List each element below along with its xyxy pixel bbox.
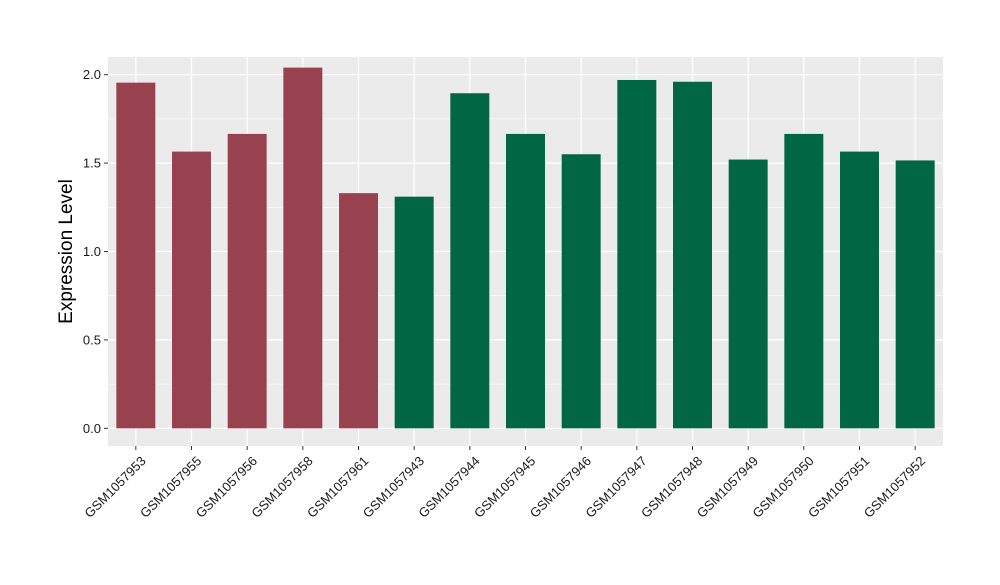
bar-GSM1057950 xyxy=(784,133,824,429)
y-tick-label: 2.0 xyxy=(83,67,101,82)
bar-GSM1057961 xyxy=(339,193,378,429)
bar-GSM1057948 xyxy=(673,81,712,429)
bar-GSM1057955 xyxy=(172,151,211,429)
y-tick-label: 0.0 xyxy=(83,421,101,436)
bar-GSM1057947 xyxy=(617,79,657,429)
bars xyxy=(116,67,935,429)
bar-GSM1057953 xyxy=(116,82,156,429)
bar-GSM1057951 xyxy=(840,151,879,429)
y-tick-label: 0.5 xyxy=(83,332,101,347)
y-axis: 0.0 0.5 1.0 1.5 2.0 xyxy=(83,67,108,436)
x-axis: GSM1057953GSM1057955GSM1057956GSM1057958… xyxy=(81,446,928,521)
bar-GSM1057944 xyxy=(450,93,490,429)
bar-GSM1057956 xyxy=(227,133,267,429)
bar-GSM1057952 xyxy=(895,160,935,429)
bar-GSM1057946 xyxy=(561,154,601,429)
y-tick-label: 1.5 xyxy=(83,156,101,171)
bar-GSM1057945 xyxy=(506,133,545,429)
y-tick-label: 1.0 xyxy=(83,244,101,259)
bar-GSM1057958 xyxy=(283,67,323,429)
bar-GSM1057949 xyxy=(728,159,768,429)
bar-GSM1057943 xyxy=(394,196,434,429)
y-axis-label: Expression Level xyxy=(56,179,77,324)
